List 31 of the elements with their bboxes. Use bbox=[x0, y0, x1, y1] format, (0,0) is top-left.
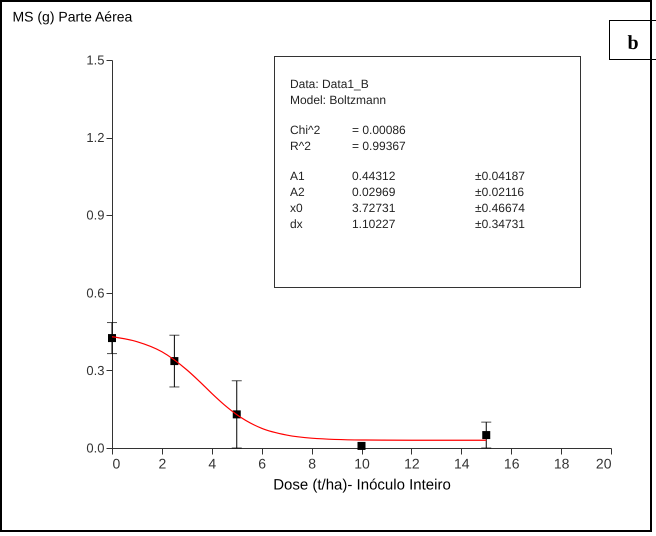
x-tick-label: 14 bbox=[454, 456, 470, 472]
text: dx 1.10227 ±0.34731 bbox=[290, 217, 525, 231]
text: Chi^2 = 0.00086 bbox=[290, 123, 406, 137]
y-tick-label: 1.5 bbox=[86, 52, 104, 68]
x-tick-label: 8 bbox=[308, 456, 316, 472]
x-tick-label: 6 bbox=[258, 456, 266, 472]
text: R^2 = 0.99367 bbox=[290, 139, 406, 153]
annotation: Model: Boltzmann bbox=[290, 93, 386, 107]
x-tick-label: 10 bbox=[354, 456, 370, 472]
text: x0 3.72731 ±0.46674 bbox=[290, 201, 525, 215]
annotation: Data: Data1_B bbox=[290, 77, 369, 91]
point bbox=[108, 334, 116, 342]
text: A2 0.02969 ±0.02116 bbox=[290, 185, 524, 199]
x-tick-label: 2 bbox=[158, 456, 166, 472]
x-tick-label: 12 bbox=[404, 456, 420, 472]
x-tick-label: 0 bbox=[112, 456, 120, 472]
y-tick-label: 0.9 bbox=[86, 208, 104, 223]
y-tick-label: 0.0 bbox=[86, 440, 104, 456]
x-tick-label: 18 bbox=[554, 456, 570, 472]
x-axis-title: Dose (t/ha)- Inóculo Inteiro bbox=[273, 476, 451, 494]
text: b bbox=[627, 32, 639, 54]
y-tick-label: 0.3 bbox=[86, 362, 104, 378]
y-tick-label: 1.2 bbox=[86, 130, 104, 146]
y-axis-title: MS (g) Parte Aérea bbox=[12, 8, 133, 24]
x-tick-label: 16 bbox=[504, 456, 520, 472]
x-tick-label: 20 bbox=[596, 456, 612, 472]
text: A1 0.44312 ±0.04187 bbox=[290, 169, 525, 183]
point bbox=[482, 431, 490, 440]
x-tick-label: 4 bbox=[208, 456, 216, 472]
y-tick-label: 0.6 bbox=[86, 285, 104, 300]
point bbox=[358, 442, 366, 450]
